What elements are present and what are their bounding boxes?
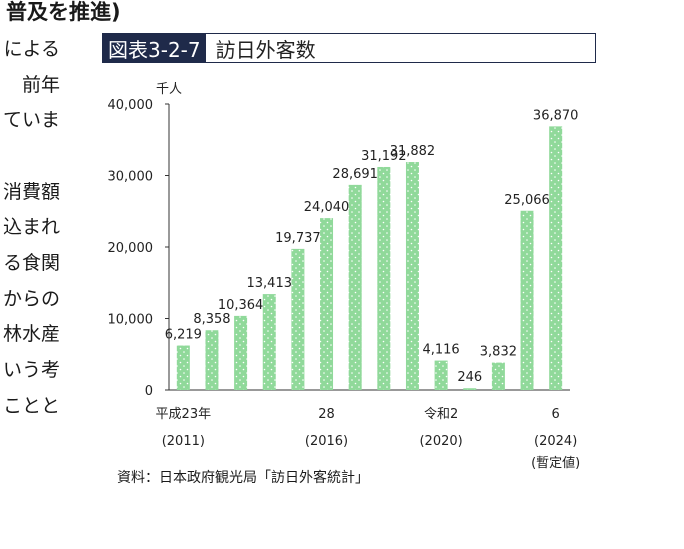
bar-2016 [320,218,334,390]
bar-2014 [262,294,276,390]
data-label-2016: 24,040 [304,200,350,215]
data-label-2015: 19,737 [275,231,321,246]
bar-2022 [491,362,505,390]
x-tick-label-2020: 令和2 [424,407,458,422]
data-label-2018: 31,192 [361,149,407,164]
y-tick-label: 30,000 [108,170,154,185]
data-label-2012: 8,358 [193,312,230,327]
y-tick-label: 20,000 [108,241,154,256]
body-text-line: 前年 [21,74,60,96]
figure-title-box: 図表3-2-7 訪日外客数 [102,33,596,63]
body-text-line: 込まれ [2,216,60,238]
data-label-2024: 36,870 [533,108,579,123]
x-tick-label-2011: (2011) [162,434,205,449]
body-text-line: る食関 [2,252,60,274]
x-tick-label-2011: 平成23年 [156,407,212,422]
bar-2018 [377,166,391,390]
y-tick-label: 0 [145,384,153,399]
bar-2021 [463,388,477,390]
bar-2024 [549,126,563,390]
body-text-line: ことと [2,395,60,417]
data-label-2022: 3,832 [480,345,517,360]
body-text-line: からの [2,288,60,310]
bar-2019 [405,162,419,390]
body-text-line: による [3,38,60,60]
data-label-2021: 246 [457,370,482,385]
data-label-2019: 31,882 [390,144,436,159]
y-unit-label: 千人 [156,82,182,97]
bar-2011 [176,345,190,390]
bar-2015 [291,248,305,390]
x-tick-label-2020: (2020) [419,434,462,449]
source-note: 資料：日本政府観光局「訪日外客統計」 [117,470,369,486]
y-tick-label: 10,000 [108,313,154,328]
body-text-line: 林水産 [2,323,60,345]
data-label-2017: 28,691 [332,167,378,182]
bar-2012 [205,330,219,390]
data-label-2023: 25,066 [504,193,550,208]
body-text-line: いう考 [2,359,60,381]
bar-2013 [234,315,248,390]
x-tick-label-2024: (暫定値) [531,455,580,471]
section-header-fragment: 普及を推進) [6,0,121,24]
data-label-2014: 13,413 [247,276,293,291]
x-tick-label-2016: 28 [318,407,335,422]
data-label-2013: 10,364 [218,298,264,313]
body-text-line: 消費額 [2,181,60,203]
figure-title: 訪日外客数 [215,37,316,62]
bar-2023 [520,210,534,390]
y-tick-label: 40,000 [108,98,154,113]
data-label-2011: 6,219 [165,328,202,343]
x-tick-label-2024: 6 [552,407,560,422]
figure-number: 図表3-2-7 [103,34,206,62]
x-tick-label-2016: (2016) [305,434,348,449]
bar-2020 [434,360,448,390]
bar-2017 [348,184,362,390]
x-tick-label-2024: (2024) [534,434,577,449]
body-text-line: ていま [2,109,60,131]
data-label-2020: 4,116 [422,343,459,358]
